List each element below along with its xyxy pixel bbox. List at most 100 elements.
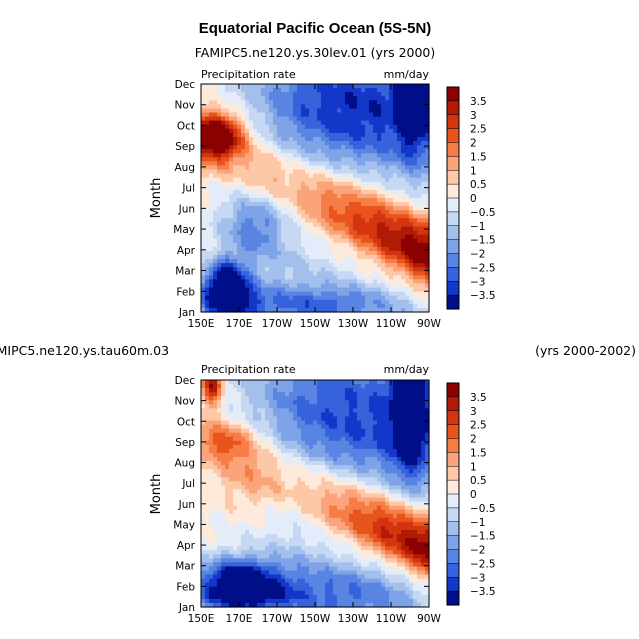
heatmap-cell	[381, 420, 386, 426]
heatmap-cell	[345, 388, 350, 393]
heatmap-cell	[297, 485, 302, 491]
heatmap-cell	[221, 226, 226, 232]
heatmap-cell	[405, 420, 410, 426]
heatmap-cell	[345, 307, 350, 313]
heatmap-cell	[265, 255, 270, 260]
heatmap-cell	[317, 497, 322, 503]
heatmap-cell	[337, 214, 342, 219]
heatmap-cell	[325, 416, 330, 422]
heatmap-cell	[333, 198, 338, 203]
heatmap-cell	[381, 206, 386, 211]
heatmap-cell	[293, 250, 298, 256]
heatmap-cell	[209, 420, 214, 426]
heatmap-cell	[345, 497, 350, 503]
heatmap-cell	[357, 263, 362, 268]
heatmap-cell	[405, 242, 410, 248]
heatmap-cell	[425, 448, 430, 454]
heatmap-cell	[209, 465, 214, 470]
heatmap-cell	[225, 481, 230, 486]
heatmap-cell	[273, 193, 278, 199]
heatmap-cell	[417, 132, 422, 138]
heatmap-cell	[417, 250, 422, 256]
heatmap-cell	[297, 246, 302, 252]
heatmap-cell	[301, 497, 306, 503]
heatmap-cell	[249, 149, 254, 154]
heatmap-cell	[329, 461, 334, 466]
heatmap-cell	[217, 481, 222, 486]
heatmap-cell	[305, 222, 310, 228]
heatmap-cell	[209, 295, 214, 301]
heatmap-cell	[313, 432, 318, 438]
heatmap-cell	[333, 477, 338, 482]
heatmap-cell	[233, 388, 238, 393]
heatmap-cell	[297, 88, 302, 93]
heatmap-cell	[369, 473, 374, 478]
heatmap-cell	[345, 116, 350, 122]
heatmap-cell	[417, 88, 422, 93]
heatmap-cell	[317, 181, 322, 187]
heatmap-cell	[257, 485, 262, 491]
heatmap-cell	[265, 136, 270, 142]
heatmap-cell	[353, 84, 358, 89]
heatmap-cell	[401, 238, 406, 244]
heatmap-cell	[273, 230, 278, 236]
heatmap-cell	[361, 226, 366, 232]
heatmap-cell	[389, 259, 394, 264]
heatmap-cell	[237, 226, 242, 232]
heatmap-cell	[421, 202, 426, 207]
heatmap-cell	[293, 473, 298, 478]
heatmap-cell	[317, 214, 322, 219]
heatmap-cell	[329, 242, 334, 248]
heatmap-cell	[269, 259, 274, 264]
heatmap-cell	[349, 153, 354, 158]
heatmap-cell	[345, 259, 350, 264]
heatmap-cell	[281, 299, 286, 305]
heatmap-cell	[285, 226, 290, 232]
heatmap-cell	[277, 283, 282, 289]
heatmap-cell	[317, 198, 322, 203]
heatmap-cell	[401, 250, 406, 256]
heatmap-cell	[385, 396, 390, 401]
heatmap-cell	[389, 255, 394, 260]
heatmap-cell	[397, 259, 402, 264]
heatmap-cell	[217, 189, 222, 195]
heatmap-cell	[333, 104, 338, 110]
heatmap-cell	[357, 461, 362, 466]
heatmap-cell	[209, 497, 214, 503]
heatmap-cell	[277, 210, 282, 215]
heatmap-cell	[253, 161, 258, 167]
heatmap-cell	[305, 283, 310, 289]
heatmap-cell	[361, 100, 366, 105]
heatmap-cell	[217, 210, 222, 215]
heatmap-cell	[317, 124, 322, 130]
heatmap-cell	[313, 169, 318, 175]
heatmap-cell	[225, 279, 230, 285]
heatmap-cell	[269, 132, 274, 138]
heatmap-cell	[341, 226, 346, 232]
heatmap-cell	[285, 185, 290, 191]
heatmap-cell	[365, 267, 370, 272]
heatmap-cell	[421, 157, 426, 162]
heatmap-cell	[365, 481, 370, 486]
heatmap-cell	[309, 497, 314, 503]
x-tick-label: 150W	[300, 318, 331, 330]
heatmap-cell	[301, 206, 306, 211]
heatmap-cell	[273, 473, 278, 478]
heatmap-cell	[397, 136, 402, 142]
heatmap-cell	[241, 452, 246, 458]
heatmap-cell	[293, 275, 298, 281]
heatmap-cell	[205, 457, 210, 462]
heatmap-cell	[357, 493, 362, 499]
heatmap-cell	[325, 230, 330, 236]
heatmap-cell	[277, 461, 282, 466]
heatmap-cell	[293, 108, 298, 114]
heatmap-cell	[305, 408, 310, 414]
heatmap-cell	[357, 392, 362, 397]
heatmap-cell	[293, 416, 298, 422]
heatmap-cell	[369, 145, 374, 150]
heatmap-cell	[425, 128, 430, 134]
heatmap-cell	[257, 465, 262, 470]
heatmap-cell	[413, 181, 418, 187]
heatmap-cell	[309, 222, 314, 228]
heatmap-cell	[349, 108, 354, 114]
